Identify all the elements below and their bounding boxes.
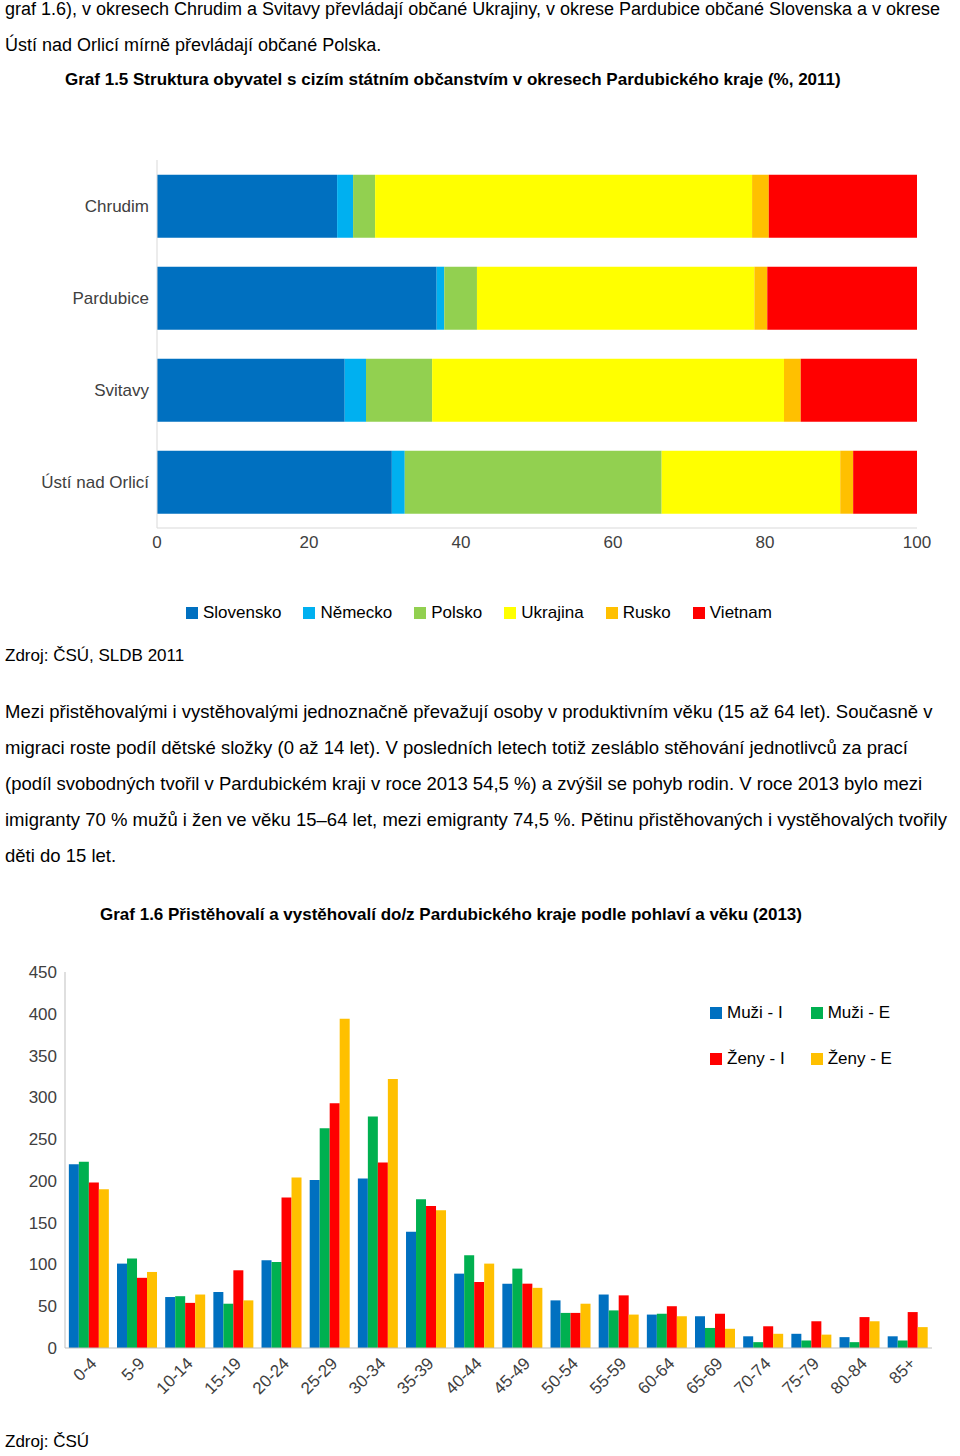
svg-text:Pardubice: Pardubice	[72, 289, 149, 308]
svg-text:50-54: 50-54	[538, 1354, 582, 1398]
html-text:Zdroj: ČSÚ, SLDB 2011: Zdroj: ČSÚ, SLDB 2011	[5, 646, 185, 665]
svg-text:Svitavy: Svitavy	[94, 381, 149, 400]
svg-text:300: 300	[29, 1088, 57, 1107]
html-text:Muži - E: Muži - E	[827, 1003, 890, 1022]
svg-text:60: 60	[604, 533, 623, 552]
svg-text:150: 150	[29, 1214, 57, 1233]
html-text:Polsko: Polsko	[431, 603, 483, 622]
svg-text:80: 80	[756, 533, 775, 552]
html-text:graf 1.6), v okresech Chrudim: graf 1.6), v okresech Chrudim a Svitavy …	[5, 0, 941, 55]
svg-text:200: 200	[29, 1172, 57, 1191]
html-text:Ženy - E: Ženy - E	[827, 1049, 892, 1068]
html-text:Mezi přistěhovalými i vystěhov: Mezi přistěhovalými i vystěhovalými jedn…	[5, 701, 947, 866]
svg-text:20: 20	[300, 533, 319, 552]
svg-text:250: 250	[29, 1130, 57, 1149]
html-text:Ženy - I: Ženy - I	[727, 1049, 785, 1068]
html-text:Graf 1.5 Struktura obyvatel s: Graf 1.5 Struktura obyvatel s cizím stát…	[65, 70, 841, 89]
svg-text:400: 400	[29, 1005, 57, 1024]
svg-text:65-69: 65-69	[682, 1354, 726, 1398]
svg-text:60-64: 60-64	[634, 1354, 678, 1398]
html-text:Graf 1.6 Přistěhovalí a vystěh: Graf 1.6 Přistěhovalí a vystěhovalí do/z…	[100, 905, 802, 924]
html-text:Vietnam: Vietnam	[709, 603, 772, 622]
svg-text:75-79: 75-79	[779, 1354, 823, 1398]
svg-text:50: 50	[38, 1297, 57, 1316]
svg-text:Ústí nad Orlicí: Ústí nad Orlicí	[41, 473, 149, 492]
svg-text:450: 450	[29, 963, 57, 982]
svg-text:10-14: 10-14	[153, 1354, 197, 1398]
html-text:Slovensko: Slovensko	[203, 603, 282, 622]
svg-text:20-24: 20-24	[249, 1354, 293, 1398]
svg-text:100: 100	[903, 533, 931, 552]
svg-text:35-39: 35-39	[393, 1354, 437, 1398]
svg-text:100: 100	[29, 1255, 57, 1274]
svg-text:Chrudim: Chrudim	[85, 197, 149, 216]
svg-text:5-9: 5-9	[118, 1354, 149, 1385]
svg-text:0: 0	[152, 533, 161, 552]
html-text:Muži - I: Muži - I	[727, 1003, 783, 1022]
svg-text:70-74: 70-74	[731, 1354, 775, 1398]
svg-text:80-84: 80-84	[827, 1354, 871, 1398]
svg-text:55-59: 55-59	[586, 1354, 630, 1398]
svg-text:25-29: 25-29	[297, 1354, 341, 1398]
svg-text:85+: 85+	[885, 1354, 919, 1388]
svg-text:40-44: 40-44	[442, 1354, 486, 1398]
svg-text:350: 350	[29, 1047, 57, 1066]
html-text:Zdroj: ČSÚ: Zdroj: ČSÚ	[5, 1432, 90, 1451]
html-text:Ukrajina: Ukrajina	[521, 603, 584, 622]
svg-text:45-49: 45-49	[490, 1354, 534, 1398]
svg-text:0-4: 0-4	[70, 1354, 101, 1385]
html-text:Rusko: Rusko	[622, 603, 671, 622]
svg-text:0: 0	[48, 1339, 57, 1358]
svg-text:30-34: 30-34	[345, 1354, 389, 1398]
html-text:Německo: Německo	[320, 603, 393, 622]
svg-text:40: 40	[452, 533, 471, 552]
svg-text:15-19: 15-19	[201, 1354, 245, 1398]
